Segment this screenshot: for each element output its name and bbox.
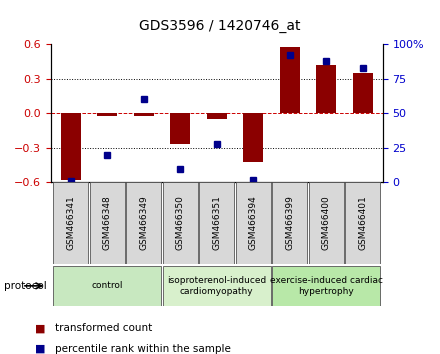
Bar bbox=[272, 182, 307, 264]
Bar bbox=[345, 182, 380, 264]
Text: exercise-induced cardiac
hypertrophy: exercise-induced cardiac hypertrophy bbox=[270, 276, 383, 296]
Bar bbox=[207, 113, 227, 119]
Text: GSM466351: GSM466351 bbox=[212, 195, 221, 251]
Bar bbox=[243, 113, 263, 161]
Bar bbox=[236, 182, 271, 264]
Bar bbox=[163, 266, 271, 306]
Text: GDS3596 / 1420746_at: GDS3596 / 1420746_at bbox=[139, 19, 301, 34]
Text: GSM466349: GSM466349 bbox=[139, 196, 148, 250]
Text: control: control bbox=[92, 281, 123, 290]
Bar bbox=[53, 266, 161, 306]
Bar bbox=[97, 113, 117, 115]
Text: protocol: protocol bbox=[4, 281, 47, 291]
Bar bbox=[309, 182, 344, 264]
Bar bbox=[61, 113, 81, 180]
Text: GSM466341: GSM466341 bbox=[66, 196, 75, 250]
Bar bbox=[90, 182, 125, 264]
Text: GSM466399: GSM466399 bbox=[285, 195, 294, 251]
Bar bbox=[134, 113, 154, 115]
Bar bbox=[280, 46, 300, 113]
Text: transformed count: transformed count bbox=[55, 323, 152, 333]
Bar bbox=[353, 73, 373, 113]
Text: ■: ■ bbox=[35, 323, 46, 333]
Bar bbox=[170, 113, 190, 144]
Bar bbox=[163, 182, 198, 264]
Text: ■: ■ bbox=[35, 344, 46, 354]
Text: GSM466348: GSM466348 bbox=[103, 196, 112, 250]
Text: isoproterenol-induced
cardiomyopathy: isoproterenol-induced cardiomyopathy bbox=[167, 276, 266, 296]
Text: GSM466401: GSM466401 bbox=[358, 196, 367, 250]
Text: GSM466400: GSM466400 bbox=[322, 196, 331, 250]
Bar bbox=[126, 182, 161, 264]
Text: percentile rank within the sample: percentile rank within the sample bbox=[55, 344, 231, 354]
Bar bbox=[316, 65, 336, 113]
Text: GSM466394: GSM466394 bbox=[249, 196, 258, 250]
Bar bbox=[272, 266, 380, 306]
Bar bbox=[53, 182, 88, 264]
Bar bbox=[199, 182, 234, 264]
Text: GSM466350: GSM466350 bbox=[176, 195, 185, 251]
